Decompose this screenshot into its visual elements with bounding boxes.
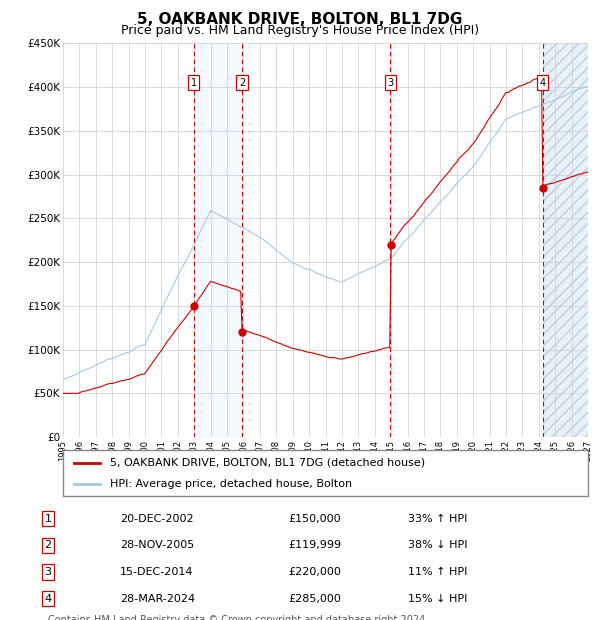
Bar [543, 43, 588, 437]
Bar [194, 43, 242, 437]
Text: 28-MAR-2024: 28-MAR-2024 [120, 593, 195, 604]
Text: 3: 3 [44, 567, 52, 577]
Point [238, 327, 247, 337]
Text: £220,000: £220,000 [288, 567, 341, 577]
Text: 1: 1 [191, 78, 197, 88]
Text: HPI: Average price, detached house, Bolton: HPI: Average price, detached house, Bolt… [110, 479, 352, 489]
Point [386, 240, 396, 250]
Text: 1: 1 [44, 513, 52, 524]
FancyBboxPatch shape [63, 450, 588, 496]
Text: £150,000: £150,000 [288, 513, 341, 524]
Text: 15-DEC-2014: 15-DEC-2014 [120, 567, 193, 577]
Text: 4: 4 [44, 593, 52, 604]
Text: £119,999: £119,999 [288, 540, 341, 551]
Text: Contains HM Land Registry data © Crown copyright and database right 2024.
This d: Contains HM Land Registry data © Crown c… [48, 615, 428, 620]
Text: 28-NOV-2005: 28-NOV-2005 [120, 540, 194, 551]
Text: 4: 4 [540, 78, 546, 88]
Text: 3: 3 [388, 78, 394, 88]
Point [190, 301, 199, 311]
Point [538, 183, 548, 193]
Text: 20-DEC-2002: 20-DEC-2002 [120, 513, 194, 524]
Text: 2: 2 [239, 78, 245, 88]
Text: 5, OAKBANK DRIVE, BOLTON, BL1 7DG: 5, OAKBANK DRIVE, BOLTON, BL1 7DG [137, 12, 463, 27]
Text: 2: 2 [44, 540, 52, 551]
Text: £285,000: £285,000 [288, 593, 341, 604]
Text: 11% ↑ HPI: 11% ↑ HPI [408, 567, 467, 577]
Text: Price paid vs. HM Land Registry's House Price Index (HPI): Price paid vs. HM Land Registry's House … [121, 24, 479, 37]
Text: 15% ↓ HPI: 15% ↓ HPI [408, 593, 467, 604]
Text: 33% ↑ HPI: 33% ↑ HPI [408, 513, 467, 524]
Text: 5, OAKBANK DRIVE, BOLTON, BL1 7DG (detached house): 5, OAKBANK DRIVE, BOLTON, BL1 7DG (detac… [110, 458, 425, 467]
Text: 38% ↓ HPI: 38% ↓ HPI [408, 540, 467, 551]
